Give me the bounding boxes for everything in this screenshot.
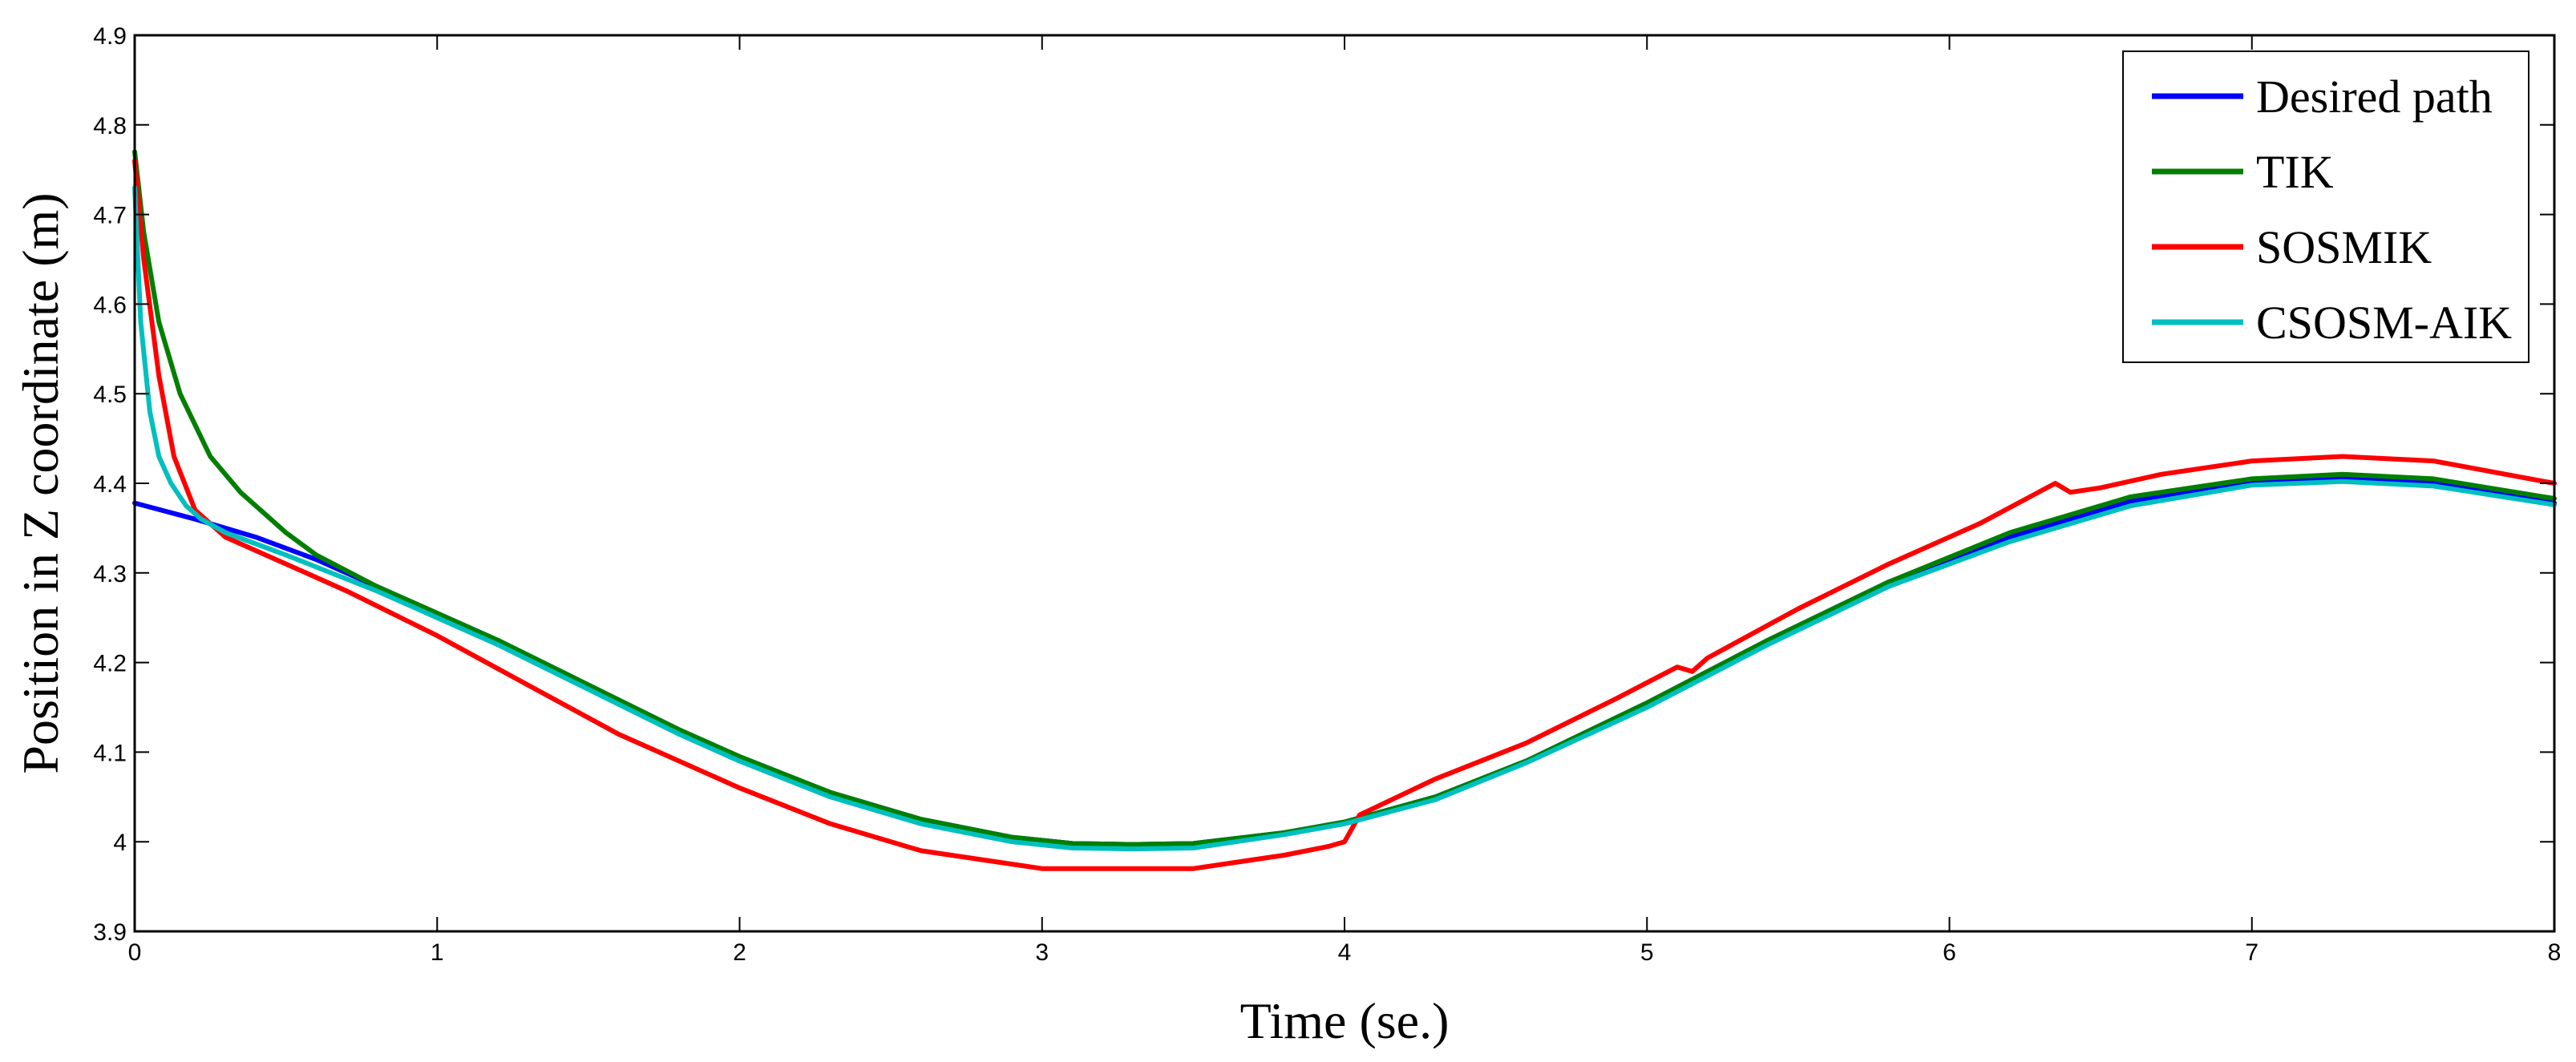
legend-label-2: SOSMIK [2256,221,2432,273]
x-tick-label: 0 [128,939,142,966]
y-tick-label: 4.6 [93,292,127,318]
y-tick-label: 4.4 [93,471,127,498]
ticks-layer: 0 1 2 3 4 5 6 7 8 3.9 4 4.1 4.2 4.3 4.4 4.5 4.6 4.7 4.8 4.9 [93,23,2561,966]
series-line-2 [132,158,2557,871]
x-tick-label: 2 [733,939,746,966]
x-tick-label: 3 [1035,939,1049,966]
y-axis-title: Position in Z coordinate (m) [12,192,69,773]
y-tick-label: 4.2 [93,651,127,677]
x-tick-label: 4 [1338,939,1352,966]
series-layer [132,149,2557,871]
x-tick-label: 7 [2245,939,2259,966]
legend-label-0: Desired path [2256,71,2493,123]
y-tick-label: 4.1 [93,740,127,766]
y-tick-label: 4.9 [93,23,127,50]
x-tick-label: 8 [2548,939,2562,966]
legend-box [2122,50,2529,363]
y-tick-label: 4.8 [93,113,127,139]
series-line-1 [132,149,2557,847]
series-line-3 [132,185,2557,852]
x-tick-label: 5 [1640,939,1654,966]
legend-label-3: CSOSM-AIK [2256,297,2512,349]
y-tick-label: 4.5 [93,382,127,408]
y-tick-label: 4.7 [93,203,127,229]
y-tick-label: 4 [113,830,127,856]
x-tick-label: 6 [1943,939,1956,966]
y-tick-label: 3.9 [93,919,127,946]
x-tick-label: 1 [431,939,444,966]
y-tick-label: 4.3 [93,561,127,588]
legend: Desired path TIK SOSMIK CSOSM-AIK [2122,50,2529,363]
x-axis-title: Time (se.) [1240,992,1450,1049]
legend-label-1: TIK [2256,146,2334,198]
